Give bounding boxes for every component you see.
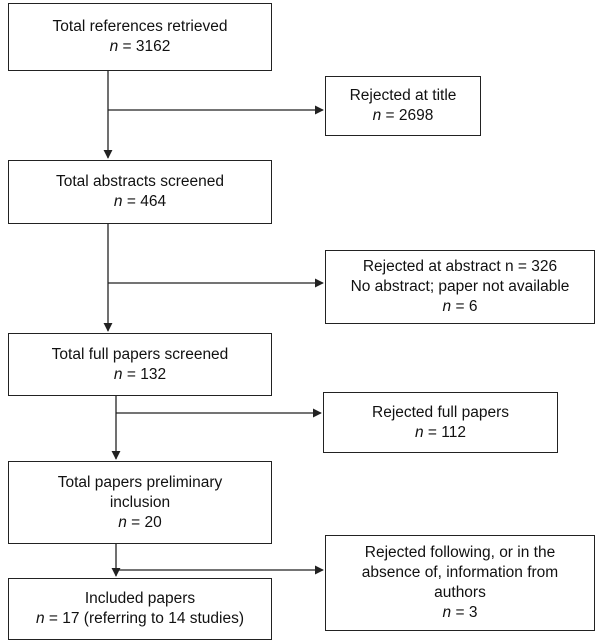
box-line-1: Rejected at abstract n = 326	[362, 258, 558, 275]
box-line-1: Rejected following, or in the	[364, 544, 556, 561]
box-preliminary-inclusion: Total papers preliminary inclusion n = 2…	[8, 461, 272, 544]
box-count: n = 20	[118, 513, 162, 531]
box-line-3: authors	[434, 584, 486, 601]
box-count: n = 3162	[109, 38, 171, 55]
box-line-1: Total papers preliminary	[57, 473, 223, 491]
box-rejected-at-title: Rejected at title n = 2698	[325, 76, 481, 136]
box-rejected-following: Rejected following, or in the absence of…	[325, 535, 595, 631]
box-total-abstracts: Total abstracts screened n = 464	[8, 160, 272, 224]
box-title: Rejected at title	[349, 87, 457, 104]
box-line-2: absence of, information from	[361, 564, 559, 581]
box-included-papers: Included papers n = 17 (referring to 14 …	[8, 578, 272, 640]
box-rejected-full-papers: Rejected full papers n = 112	[323, 392, 558, 453]
box-title: Rejected full papers	[372, 403, 509, 421]
box-count: n = 3	[442, 604, 478, 621]
box-line-2: inclusion	[109, 493, 171, 511]
box-line-2: No abstract; paper not available	[350, 278, 570, 295]
box-title: Included papers	[84, 590, 196, 607]
box-count: n = 464	[113, 193, 167, 210]
box-rejected-at-abstract: Rejected at abstract n = 326 No abstract…	[325, 250, 595, 324]
box-count: n = 132	[113, 365, 167, 383]
box-count: n = 2698	[372, 107, 434, 124]
box-count: n = 6	[442, 298, 478, 315]
box-count: n = 112	[414, 423, 466, 441]
box-title: Total full papers screened	[51, 345, 229, 363]
box-title: Total abstracts screened	[55, 173, 224, 190]
box-count: n = 17 (referring to 14 studies)	[35, 610, 245, 627]
box-title: Total references retrieved	[52, 18, 228, 35]
box-total-full-papers: Total full papers screened n = 132	[8, 333, 272, 396]
box-total-references: Total references retrieved n = 3162	[8, 3, 272, 71]
